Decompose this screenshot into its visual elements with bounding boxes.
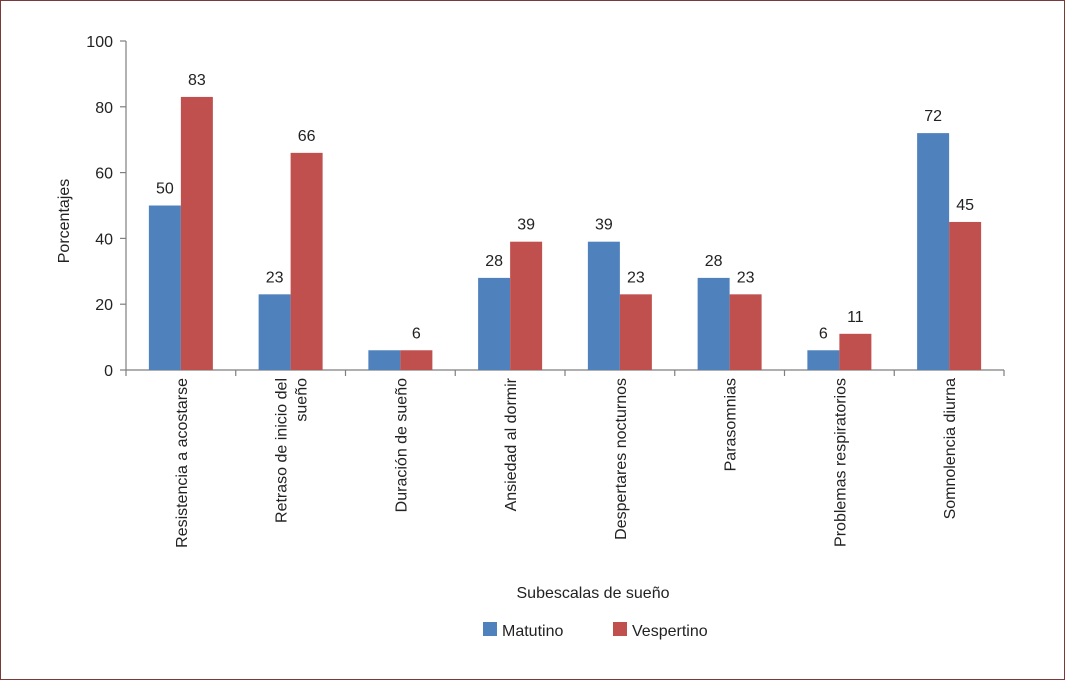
x-tick-label: Despertares nocturnos bbox=[613, 378, 630, 540]
data-label: 83 bbox=[188, 72, 206, 89]
legend-label: Matutino bbox=[502, 623, 563, 640]
bar-matutino bbox=[258, 294, 291, 370]
bar-matutino bbox=[807, 350, 840, 370]
data-label: 72 bbox=[924, 108, 942, 125]
x-tick-label-line: Despertares nocturnos bbox=[613, 378, 630, 540]
bar-vespertino bbox=[290, 152, 323, 370]
data-label: 45 bbox=[956, 197, 974, 214]
data-label: 66 bbox=[298, 128, 316, 145]
bar-vespertino bbox=[729, 294, 762, 370]
legend-swatch bbox=[483, 622, 497, 636]
data-label: 50 bbox=[156, 181, 174, 198]
bar-matutino bbox=[368, 350, 401, 370]
x-tick-label-line: sueño bbox=[294, 378, 311, 422]
data-label: 39 bbox=[595, 217, 613, 234]
legend-swatch bbox=[613, 622, 627, 636]
data-label: 23 bbox=[266, 269, 284, 286]
x-tick-label: Duración de sueño bbox=[393, 378, 410, 512]
data-label: 28 bbox=[485, 253, 503, 270]
legend-item-matutino: Matutino bbox=[483, 622, 563, 640]
y-axis-label: Porcentajes bbox=[56, 179, 73, 264]
x-tick-label-line: Somnolencia diurna bbox=[942, 378, 959, 520]
data-label: 39 bbox=[517, 217, 535, 234]
bars bbox=[148, 96, 982, 371]
x-axis-label: Subescalas de sueño bbox=[517, 585, 670, 602]
y-tick-label: 0 bbox=[104, 363, 113, 380]
x-tick-label-line: Problemas respiratorios bbox=[832, 378, 849, 547]
x-tick-label: Parasomnias bbox=[723, 378, 740, 471]
bar-matutino bbox=[697, 277, 730, 370]
bar-vespertino bbox=[510, 241, 543, 370]
legend-label: Vespertino bbox=[632, 623, 708, 640]
x-tick-label-line: Duración de sueño bbox=[393, 378, 410, 512]
bar-vespertino bbox=[619, 294, 652, 370]
y-tick-label: 60 bbox=[95, 166, 113, 183]
x-tick-label: Somnolencia diurna bbox=[942, 378, 959, 520]
bar-matutino bbox=[478, 277, 511, 370]
x-tick-label-line: Ansiedad al dormir bbox=[503, 377, 520, 511]
legend-item-vespertino: Vespertino bbox=[613, 622, 708, 640]
x-tick-label-line: Resistencia a acostarse bbox=[174, 378, 191, 548]
data-label: 6 bbox=[412, 325, 421, 342]
data-label: 11 bbox=[847, 309, 864, 326]
data-label: 23 bbox=[627, 269, 645, 286]
bar-matutino bbox=[917, 133, 950, 370]
y-tick-label: 20 bbox=[95, 297, 113, 314]
bar-vespertino bbox=[180, 96, 213, 371]
legend: Matutino Vespertino bbox=[483, 622, 708, 640]
x-tick-label: Ansiedad al dormir bbox=[503, 377, 520, 511]
bar-matutino bbox=[148, 205, 181, 370]
y-tick-label: 40 bbox=[95, 231, 113, 248]
bar-matutino bbox=[587, 241, 620, 370]
data-label: 28 bbox=[705, 253, 723, 270]
axes: 0 20 40 60 80 100 bbox=[86, 34, 1005, 380]
x-tick-label-line: Parasomnias bbox=[723, 378, 740, 471]
x-tick-label: Retraso de inicio del sueño bbox=[274, 378, 311, 523]
data-label: 23 bbox=[737, 269, 755, 286]
bar-vespertino bbox=[949, 221, 982, 370]
x-tick-label: Problemas respiratorios bbox=[832, 378, 849, 547]
x-tick-label: Resistencia a acostarse bbox=[174, 378, 191, 548]
y-tick-label: 100 bbox=[86, 34, 113, 51]
data-label: 6 bbox=[819, 325, 828, 342]
y-tick-label: 80 bbox=[95, 100, 113, 117]
bar-vespertino bbox=[400, 350, 433, 370]
x-tick-labels: Resistencia a acostarse Retraso de inicio… bbox=[174, 377, 959, 548]
bar-vespertino bbox=[839, 333, 872, 370]
x-tick-label-line: Retraso de inicio del bbox=[274, 378, 291, 523]
